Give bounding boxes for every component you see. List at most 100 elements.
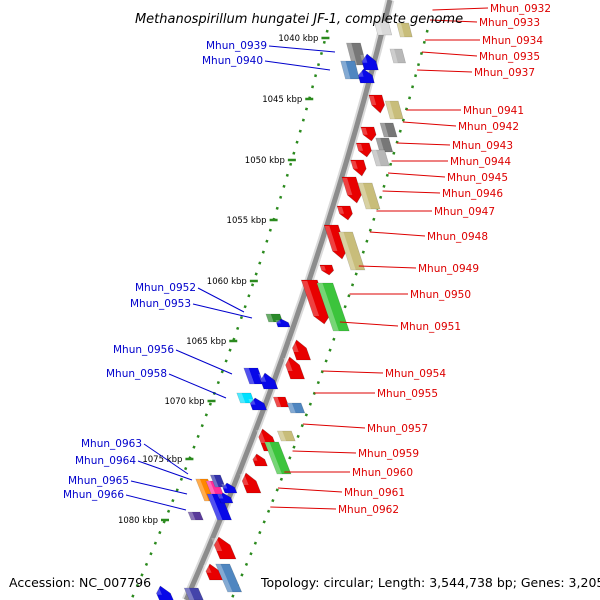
gene-block-shape (346, 42, 367, 66)
right-leader (339, 321, 399, 327)
right-leader (270, 506, 337, 510)
gene-arrow-highlight (289, 341, 299, 352)
gene-block-shape (379, 122, 398, 138)
gene-glyph (316, 282, 350, 332)
left-leader (197, 287, 245, 313)
gene-block-highlight (236, 393, 246, 403)
kbp-label: 1080 kbp (118, 516, 158, 526)
gene-arrow-highlight (217, 494, 224, 499)
gene-glyph (323, 224, 347, 260)
gene-block-highlight (243, 368, 255, 384)
gene-glyph (221, 482, 238, 494)
gene-block-shape (389, 48, 407, 64)
gene-block-shape (286, 402, 306, 414)
right-gene-label: Mhun_0932 (490, 3, 551, 15)
gene-arrow-highlight (369, 96, 377, 105)
gene-block-shape (338, 231, 366, 271)
right-gene-label: Mhun_0955 (377, 388, 438, 400)
gene-arrow-highlight (356, 144, 364, 151)
gene-block-shape (357, 182, 381, 210)
left-leader (130, 480, 188, 495)
gene-block-highlight (215, 564, 233, 592)
gene-block-shape (384, 100, 404, 120)
gene-block-highlight (264, 442, 282, 474)
gene-arrow-shape (249, 397, 268, 411)
kbp-label: 1045 kbp (262, 95, 302, 105)
right-leader (358, 265, 417, 269)
gene-arrow-highlight (356, 70, 364, 77)
gene-glyph (341, 176, 362, 204)
gene-arrow-highlight (255, 430, 266, 443)
gene-arrow-shape (156, 585, 175, 600)
gene-glyph (211, 536, 237, 560)
gene-arrow-shape (357, 68, 375, 84)
gene-glyph (272, 396, 290, 408)
gene-arrow-highlight (211, 538, 223, 551)
left-leader (175, 349, 233, 375)
right-gene-label: Mhun_0959 (358, 448, 419, 460)
gene-glyph (375, 137, 394, 153)
gene-block-shape (243, 367, 265, 385)
gene-block-highlight (265, 314, 274, 322)
right-leader (387, 172, 446, 178)
gene-block-highlight (340, 61, 351, 79)
gene-glyph (389, 48, 407, 64)
right-gene-label: Mhun_0957 (367, 423, 428, 435)
gene-arrow-highlight (350, 161, 358, 169)
kbp-label: 1065 kbp (186, 337, 226, 347)
gene-arrow-highlight (221, 484, 228, 489)
right-gene-label: Mhun_0954 (385, 368, 446, 380)
gene-arrow-highlight (342, 178, 353, 195)
gene-glyph (340, 60, 360, 80)
left-leader (268, 45, 336, 53)
gene-block-highlight (374, 21, 383, 35)
gene-block-highlight (380, 123, 389, 137)
right-gene-label: Mhun_0933 (479, 17, 540, 29)
right-leader (369, 231, 426, 237)
gene-arrow-highlight (153, 587, 163, 595)
left-gene-label: Mhun_0963 (81, 438, 142, 450)
right-gene-label: Mhun_0950 (410, 289, 471, 301)
gene-block-highlight (316, 283, 339, 331)
right-gene-label: Mhun_0949 (418, 263, 479, 275)
gene-glyph (215, 563, 243, 593)
gene-arrow-shape (300, 279, 330, 325)
gene-arrow-shape (341, 176, 362, 204)
gene-block-highlight (375, 138, 385, 152)
gene-arrow-shape (368, 94, 385, 114)
gene-arrow-highlight (320, 266, 326, 271)
gene-glyph (217, 492, 234, 504)
gene-glyph (243, 367, 265, 385)
right-gene-label: Mhun_0941 (463, 105, 524, 117)
gene-glyph (356, 68, 375, 84)
right-gene-label: Mhun_0946 (442, 188, 503, 200)
gene-arrow-shape (350, 159, 367, 177)
gene-glyph (360, 126, 377, 142)
gene-glyph (265, 313, 284, 323)
gene-arrow-highlight (360, 55, 368, 63)
right-leader (277, 487, 343, 493)
right-leader (402, 121, 457, 127)
gene-glyph (275, 318, 291, 328)
right-leader (302, 423, 366, 429)
right-gene-label: Mhun_0942 (458, 121, 519, 133)
accession-text: Accession: NC_007796 (9, 575, 151, 590)
gene-arrow-shape (218, 492, 234, 504)
kbp-label: 1075 kbp (142, 455, 182, 465)
gene-glyph (283, 356, 306, 380)
left-gene-label: Mhun_0958 (106, 368, 167, 380)
gene-arrow-highlight (251, 455, 258, 461)
gene-arrow-highlight (361, 128, 368, 135)
gene-arrow-highlight (239, 474, 249, 485)
gene-glyph (336, 205, 353, 221)
right-gene-label: Mhun_0962 (338, 504, 399, 516)
gene-glyph (209, 474, 226, 488)
gene-block-shape (264, 441, 292, 475)
gene-arrow-shape (336, 205, 353, 221)
gene-block-highlight (396, 23, 405, 37)
gene-block-shape (265, 313, 284, 323)
right-leader (421, 51, 478, 57)
gene-arrow-shape (319, 264, 335, 276)
gene-block-shape (316, 282, 350, 332)
